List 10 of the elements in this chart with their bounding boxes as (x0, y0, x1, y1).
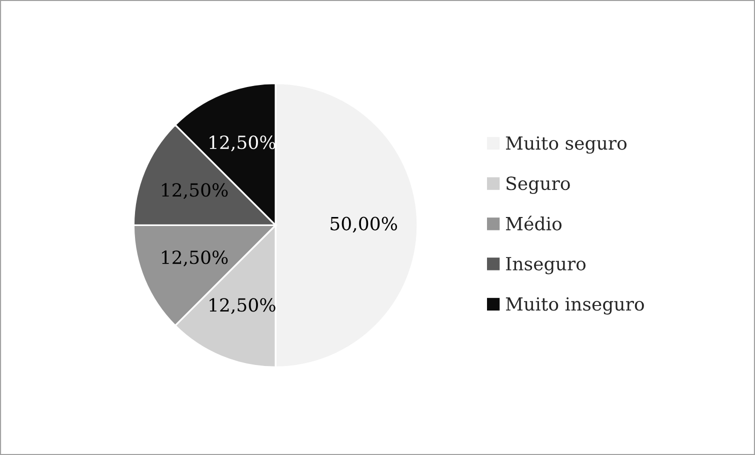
legend-label: Médio (506, 216, 562, 230)
data-label: 12,50% (210, 298, 276, 314)
data-label: 50,00% (330, 216, 398, 233)
legend-label: Muito inseguro (506, 297, 644, 315)
legend-label: Inseguro (506, 257, 586, 274)
data-label: 12,50% (162, 250, 228, 266)
data-label: 12,50% (162, 183, 228, 199)
legend-label: Seguro (506, 176, 570, 194)
legend-label: Muito seguro (506, 136, 627, 154)
data-label: 12,50% (210, 136, 276, 152)
